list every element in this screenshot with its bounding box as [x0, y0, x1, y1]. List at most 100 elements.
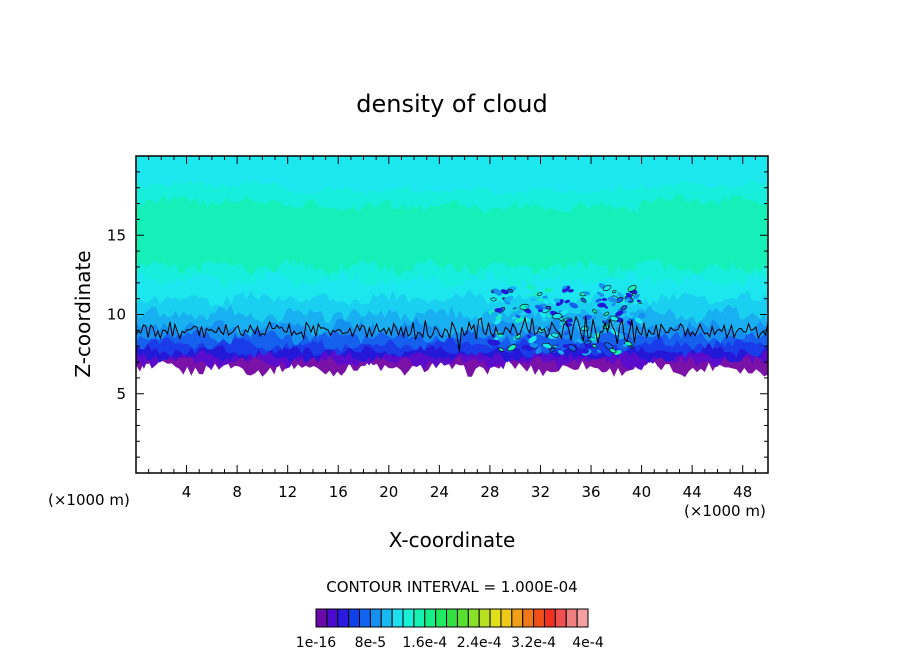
- eddy: [589, 289, 598, 296]
- eddy: [491, 311, 499, 316]
- eddy: [603, 311, 609, 317]
- eddy: [546, 314, 552, 318]
- eddy: [594, 332, 601, 339]
- eddy: [514, 309, 523, 314]
- eddy: [600, 293, 605, 297]
- eddy: [549, 347, 556, 353]
- eddy: [556, 299, 564, 307]
- colorbar-swatch: [489, 608, 502, 628]
- eddy: [623, 323, 629, 328]
- eddy: [595, 299, 601, 303]
- eddy: [597, 302, 607, 308]
- eddy: [596, 291, 602, 296]
- y-tick-label: 5: [116, 385, 126, 403]
- colorbar-swatch: [467, 608, 480, 628]
- colorbar-swatch: [478, 608, 491, 628]
- eddy: [618, 332, 624, 337]
- eddy: [609, 348, 617, 354]
- x-tick-label: 40: [632, 483, 651, 501]
- eddy: [617, 334, 626, 340]
- colorbar-labels: 1e-16 8e-5 1.6e-4 2.4e-4 3.2e-4 4e-4: [296, 635, 604, 651]
- x-tick-label: 48: [733, 483, 752, 501]
- colorbar-swatch: [369, 608, 382, 628]
- colorbar-swatch: [576, 608, 589, 628]
- x-unit-label-right: (×1000 m): [684, 502, 766, 520]
- eddy: [599, 333, 607, 338]
- eddy: [603, 305, 608, 309]
- eddy: [624, 298, 631, 303]
- eddy: [636, 299, 642, 303]
- eddy: [521, 344, 527, 350]
- colorbar-swatch: [456, 608, 469, 628]
- eddy: [576, 338, 584, 344]
- eddy: [611, 290, 617, 294]
- eddy: [602, 317, 608, 321]
- x-unit-label-left: (×1000 m): [48, 491, 130, 509]
- colorbar-tick-label: 8e-5: [355, 635, 386, 651]
- x-tick-label: 8: [232, 483, 242, 501]
- colorbar-swatch: [391, 608, 404, 628]
- eddy: [526, 284, 536, 290]
- eddy: [507, 344, 517, 352]
- eddy: [596, 349, 602, 354]
- colorbar-swatch: [543, 608, 556, 628]
- y-axis-label: Z-coordinate: [71, 250, 95, 377]
- eddy: [562, 285, 568, 289]
- eddy: [505, 295, 514, 302]
- eddy: [542, 295, 548, 299]
- eddy: [525, 289, 535, 295]
- eddy: [553, 298, 561, 303]
- colorbar-swatch: [326, 608, 339, 628]
- eddy: [542, 298, 550, 304]
- x-axis-ticks: 4 8 12 16 20 24 28 32 36 40 44 48: [148, 156, 756, 501]
- colorbar-tick-label: 4e-4: [572, 635, 604, 651]
- eddy: [611, 302, 617, 307]
- colorbar-swatch: [500, 608, 513, 628]
- eddy: [544, 287, 553, 293]
- colorbar-swatch: [522, 608, 535, 628]
- eddy: [528, 335, 537, 344]
- eddy: [545, 305, 552, 310]
- y-tick-label: 10: [107, 306, 126, 324]
- eddy: [564, 299, 571, 304]
- eddy: [559, 309, 568, 316]
- colorbar-swatch: [424, 608, 437, 628]
- colorbar-swatch: [402, 608, 415, 628]
- eddy: [557, 349, 565, 355]
- eddy: [583, 291, 591, 296]
- x-tick-label: 36: [581, 483, 600, 501]
- density-layer-12: [136, 156, 768, 197]
- colorbar-swatch: [446, 608, 458, 628]
- eddy: [617, 292, 624, 299]
- eddy: [635, 317, 643, 324]
- colorbar-tick-label: 1e-16: [296, 635, 336, 651]
- contour-line: [136, 315, 768, 352]
- eddy: [512, 307, 517, 310]
- eddy: [490, 297, 497, 302]
- eddy: [538, 309, 543, 313]
- colorbar-swatch: [337, 608, 350, 628]
- eddy: [563, 330, 571, 336]
- eddy: [538, 298, 544, 302]
- x-tick-label: 24: [430, 483, 449, 501]
- eddy: [504, 300, 511, 305]
- colorbar-swatch: [359, 608, 371, 628]
- eddy: [540, 312, 547, 318]
- eddy: [537, 292, 543, 297]
- eddy: [557, 344, 563, 348]
- colorbar-swatch: [533, 608, 545, 628]
- colorbar-swatch: [348, 608, 361, 628]
- chart-title: density of cloud: [356, 90, 547, 118]
- eddy: [607, 296, 618, 303]
- colorbar-tick-label: 1.6e-4: [402, 635, 447, 651]
- colorbar-swatch: [435, 608, 448, 628]
- eddy: [615, 310, 624, 317]
- colorbar-swatch: [315, 608, 328, 628]
- colorbar-swatch: [554, 608, 567, 628]
- colorbar-swatch: [413, 608, 426, 628]
- eddy: [569, 302, 579, 309]
- colorbar-tick-label: 3.2e-4: [511, 635, 556, 651]
- eddy: [527, 334, 531, 339]
- eddy: [592, 309, 597, 314]
- eddy: [620, 305, 628, 311]
